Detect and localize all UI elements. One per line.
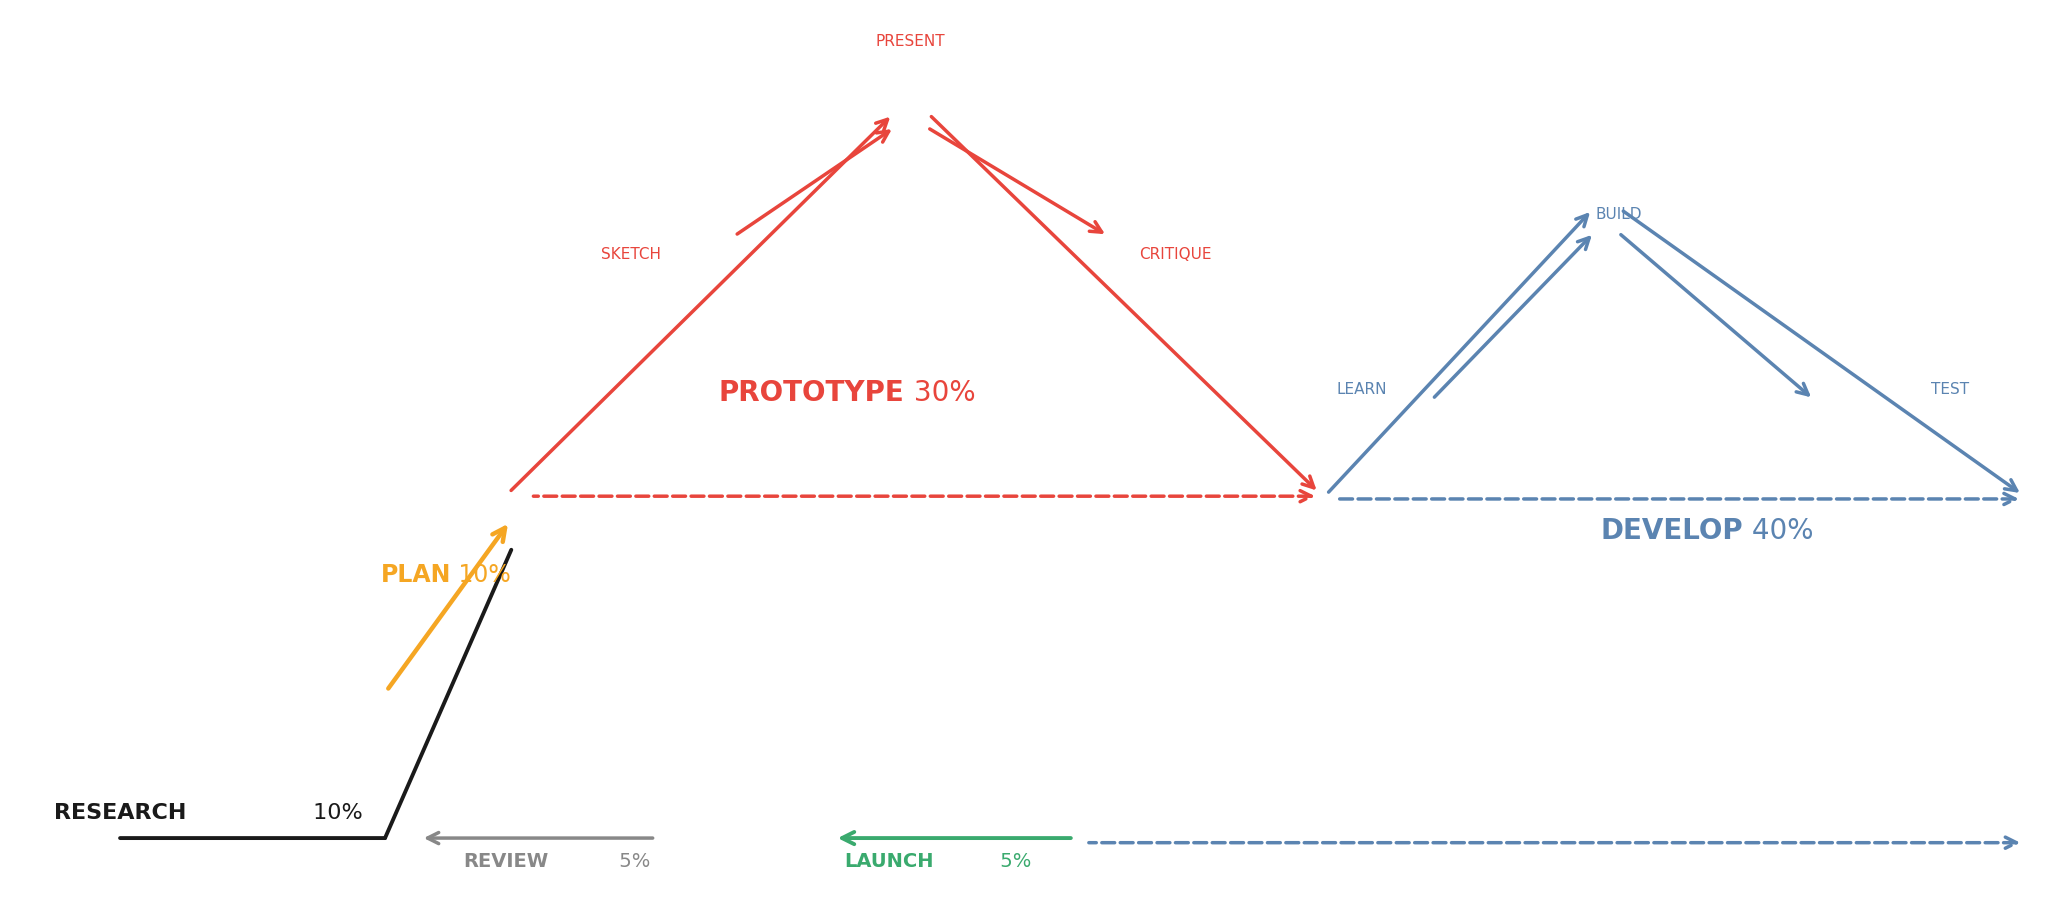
Text: TEST: TEST <box>1931 383 1969 397</box>
Text: REVIEW: REVIEW <box>464 852 549 870</box>
Text: 30%: 30% <box>905 379 975 407</box>
Text: CRITIQUE: CRITIQUE <box>1138 247 1213 261</box>
Text: SKETCH: SKETCH <box>602 247 660 261</box>
Text: 40%: 40% <box>1743 517 1813 545</box>
Text: RESEARCH: RESEARCH <box>54 803 186 823</box>
Text: PRESENT: PRESENT <box>876 34 946 49</box>
Text: PROTOTYPE: PROTOTYPE <box>718 379 905 407</box>
Text: PLAN: PLAN <box>381 563 451 587</box>
Text: BUILD: BUILD <box>1596 207 1642 222</box>
Text: LAUNCH: LAUNCH <box>845 852 934 870</box>
Text: 10%: 10% <box>306 803 362 823</box>
Text: LEARN: LEARN <box>1337 383 1387 397</box>
Text: DEVELOP: DEVELOP <box>1600 517 1743 545</box>
Text: 5%: 5% <box>994 852 1031 870</box>
Text: 5%: 5% <box>613 852 650 870</box>
Text: 10%: 10% <box>451 563 511 587</box>
